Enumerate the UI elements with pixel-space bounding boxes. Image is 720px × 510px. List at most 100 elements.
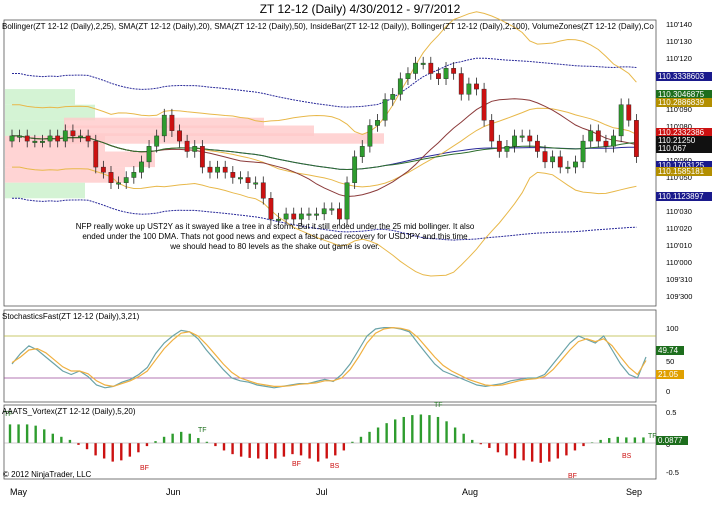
candle: [283, 213, 289, 220]
vortex-tag: 0.0877: [656, 436, 688, 445]
vortex-panel-label: AAATS_Vortex(ZT 12-12 (Daily),5,20): [2, 407, 136, 416]
candle: [519, 135, 525, 138]
vortex-marker: BF: [292, 461, 301, 468]
candle: [329, 208, 335, 211]
price-axis-label: 110'120: [666, 54, 692, 63]
candle: [397, 78, 403, 95]
price-tag: 110.21250: [656, 136, 712, 145]
candle: [276, 218, 281, 221]
annotation-line: we should head to 80 levels as the shake…: [170, 242, 380, 251]
volume-zone: [64, 125, 314, 136]
candle: [230, 172, 236, 178]
vortex-axis-label: 0.5: [666, 408, 677, 417]
stoch-tag: 21.05: [656, 370, 684, 379]
sma50-line: [12, 135, 637, 171]
price-axis-label: 110'050: [666, 173, 692, 182]
candle: [93, 140, 99, 168]
candle: [580, 140, 586, 163]
candle: [496, 140, 502, 152]
x-axis-month: Jun: [166, 487, 181, 497]
candle: [40, 140, 45, 143]
candle: [9, 135, 15, 142]
candle: [458, 73, 464, 95]
candle: [222, 166, 228, 173]
candle: [123, 177, 129, 183]
candle: [177, 130, 182, 142]
bollinger100-upper: [12, 57, 637, 108]
candle: [108, 172, 114, 183]
candle: [245, 177, 251, 183]
candle: [298, 213, 304, 220]
candle: [184, 140, 190, 152]
candle: [611, 135, 616, 147]
stoch-axis-label: 0: [666, 387, 671, 396]
candle: [382, 99, 388, 121]
price-panel-label: Bollinger(ZT 12-12 (Daily),2,25), SMA(ZT…: [2, 22, 654, 31]
candle: [534, 140, 540, 152]
annotation-line: ended under the 100 DMA. Thats not good …: [82, 232, 468, 241]
candle: [420, 62, 426, 65]
price-axis-label: 110'060: [666, 156, 692, 165]
candle: [291, 213, 297, 220]
volume-zone: [5, 104, 95, 121]
vortex-marker: BS: [622, 453, 632, 460]
candle: [588, 130, 594, 142]
price-tag: 110.1123897: [656, 192, 712, 201]
candle: [146, 146, 152, 163]
price-axis-label: 110'090: [666, 105, 692, 114]
price-tag: 110.2332386: [656, 128, 712, 137]
candle: [55, 135, 61, 142]
candle: [47, 135, 53, 142]
price-tag: 110.2886839: [656, 98, 712, 107]
candle: [192, 146, 198, 152]
volume-zone: [5, 182, 85, 199]
price-axis-label: 110'020: [666, 224, 692, 233]
candle: [618, 104, 624, 137]
x-axis-month: Aug: [462, 487, 479, 497]
bollinger25-lower: [12, 166, 637, 277]
price-axis-label: 110'080: [666, 122, 692, 131]
vortex-panel-frame: [3, 404, 657, 480]
x-axis-month: Jul: [316, 487, 328, 497]
candle: [337, 208, 342, 220]
vortex-marker: BS: [330, 463, 340, 470]
candle: [405, 73, 411, 79]
price-tag: 110.1703125: [656, 161, 712, 170]
price-axis-label: 109'310: [666, 275, 693, 284]
candle: [451, 68, 457, 74]
stoch-axis-label: 50: [666, 357, 675, 366]
x-axis-month: May: [10, 487, 28, 497]
stoch-axis-label: 100: [666, 324, 679, 333]
candle: [116, 182, 122, 185]
volume-zone: [5, 89, 75, 105]
candle: [367, 125, 373, 147]
candle: [70, 130, 76, 137]
vortex-marker: TF: [434, 402, 443, 409]
stoch-tag: 49.74: [656, 346, 684, 355]
candle: [344, 182, 350, 220]
candle: [62, 130, 68, 142]
candle: [78, 135, 83, 138]
candle: [352, 156, 358, 183]
candle: [314, 213, 319, 216]
candle: [238, 177, 243, 180]
candle: [474, 83, 479, 90]
price-axis-label: 110'130: [666, 37, 692, 46]
x-axis-month: Sep: [626, 487, 643, 497]
price-tag: 110.067: [656, 144, 712, 153]
candle: [321, 208, 327, 215]
candle: [565, 166, 571, 169]
chart-title: ZT 12-12 (Daily) 4/30/2012 - 9/7/2012: [259, 2, 461, 16]
candle: [268, 198, 274, 220]
candle: [253, 182, 259, 185]
candle: [633, 120, 639, 157]
candle: [161, 114, 167, 137]
candle: [512, 135, 517, 147]
vortex-axis-label: -0.5: [666, 468, 679, 477]
annotation-text: NFP really woke up UST2Y as it swayed li…: [66, 222, 484, 252]
price-axis-label: 109'300: [666, 292, 693, 301]
price-axis-label: 110'000: [666, 258, 692, 267]
candle: [443, 68, 449, 79]
candle: [390, 94, 396, 100]
